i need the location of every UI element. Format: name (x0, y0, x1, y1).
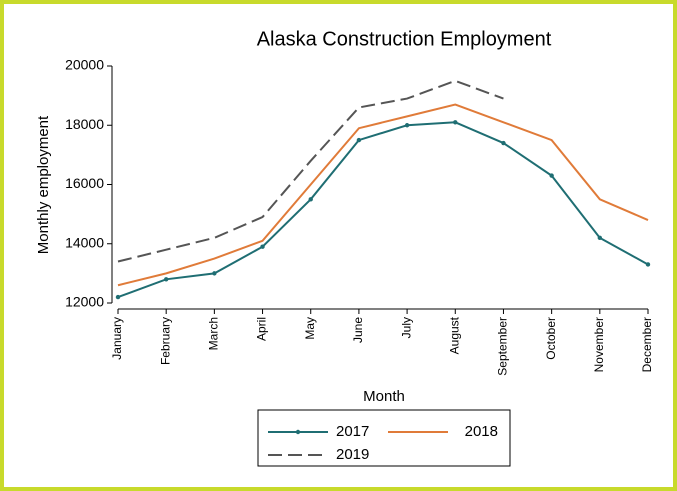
x-tick-label: April (255, 317, 269, 341)
series-marker (260, 244, 265, 249)
legend-box (257, 409, 511, 467)
y-tick-label: 18000 (65, 116, 104, 132)
x-tick-label: November (592, 317, 606, 372)
series-marker (356, 137, 362, 143)
y-tick-label: 16000 (65, 175, 104, 191)
y-tick-label: 14000 (65, 234, 104, 250)
x-axis-label: Month (363, 388, 405, 405)
x-tick-label: February (158, 317, 172, 365)
x-tick-label: January (110, 317, 124, 360)
series-marker (115, 294, 121, 300)
series-marker (163, 277, 169, 282)
legend-label: 2018 (465, 423, 498, 440)
x-tick-label: September (496, 317, 510, 376)
x-tick-label: May (303, 317, 317, 340)
series-marker (597, 235, 603, 241)
y-axis-label: Monthly employment (35, 115, 52, 254)
series-marker (501, 140, 506, 146)
legend-marker (295, 429, 301, 435)
legend-label: 2019 (336, 446, 369, 463)
chart-title: Alaska Construction Employment (257, 28, 552, 50)
series-marker (549, 173, 554, 178)
x-tick-label: June (351, 317, 365, 343)
series-marker (404, 123, 410, 128)
series-marker (645, 262, 651, 267)
x-tick-label: October (544, 317, 558, 360)
y-tick-label: 12000 (65, 294, 104, 310)
x-tick-label: August (447, 316, 461, 354)
x-tick-label: July (399, 317, 413, 338)
series-marker (453, 120, 458, 125)
series-line (117, 79, 504, 263)
y-tick-label: 20000 (65, 57, 104, 73)
series-marker (308, 197, 313, 202)
legend-label: 2017 (336, 423, 369, 440)
series-line (117, 121, 649, 299)
x-tick-label: March (207, 317, 221, 350)
x-tick-label: December (640, 317, 654, 372)
series-line (117, 103, 649, 287)
series-marker (212, 271, 217, 276)
